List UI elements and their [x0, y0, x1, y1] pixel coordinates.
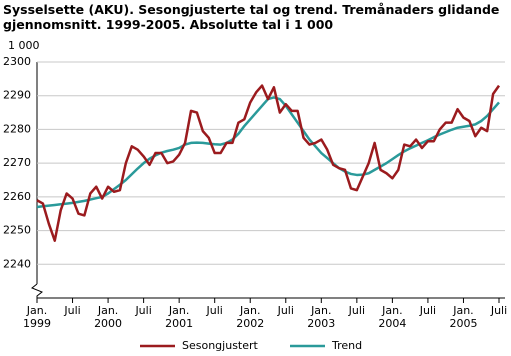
- series-line: [36, 84, 501, 242]
- x-tick-label: Juli: [490, 304, 508, 317]
- x-tick-label: Juli: [135, 304, 152, 317]
- y-tick-label: 2260: [3, 190, 31, 203]
- chart-title: Sysselsette (AKU). Sesongjusterte tal og…: [3, 2, 500, 32]
- y-tick-label: 2250: [3, 224, 31, 237]
- x-tick-label: Jan. 1999: [23, 304, 51, 330]
- x-tick-label: Jan. 2002: [236, 304, 265, 330]
- y-tick-label: 2300: [3, 55, 31, 68]
- x-tick-label: Jan. 2004: [378, 304, 407, 330]
- x-tick-label: Juli: [277, 304, 294, 317]
- y-tick-label: 2290: [3, 89, 31, 102]
- axis-break: [31, 283, 43, 298]
- y-unit: 1 000: [8, 39, 40, 52]
- legend-label: Sesongjustert: [182, 339, 259, 352]
- x-tick-label: Jan. 2005: [449, 304, 478, 330]
- y-tick-label: 2280: [3, 122, 31, 135]
- x-tick-label: Juli: [419, 304, 437, 317]
- x-tick-label: Juli: [348, 304, 365, 317]
- x-tick-label: Jan. 2000: [94, 304, 123, 330]
- x-tick-label: Juli: [206, 304, 223, 317]
- y-tick-label: 2270: [3, 156, 31, 169]
- legend-label: Trend: [331, 339, 362, 352]
- x-tick-label: Jan. 2003: [307, 304, 336, 330]
- x-tick-label: Jan. 2001: [165, 304, 194, 330]
- y-tick-label: 2240: [3, 257, 31, 270]
- x-tick-label: Juli: [64, 304, 81, 317]
